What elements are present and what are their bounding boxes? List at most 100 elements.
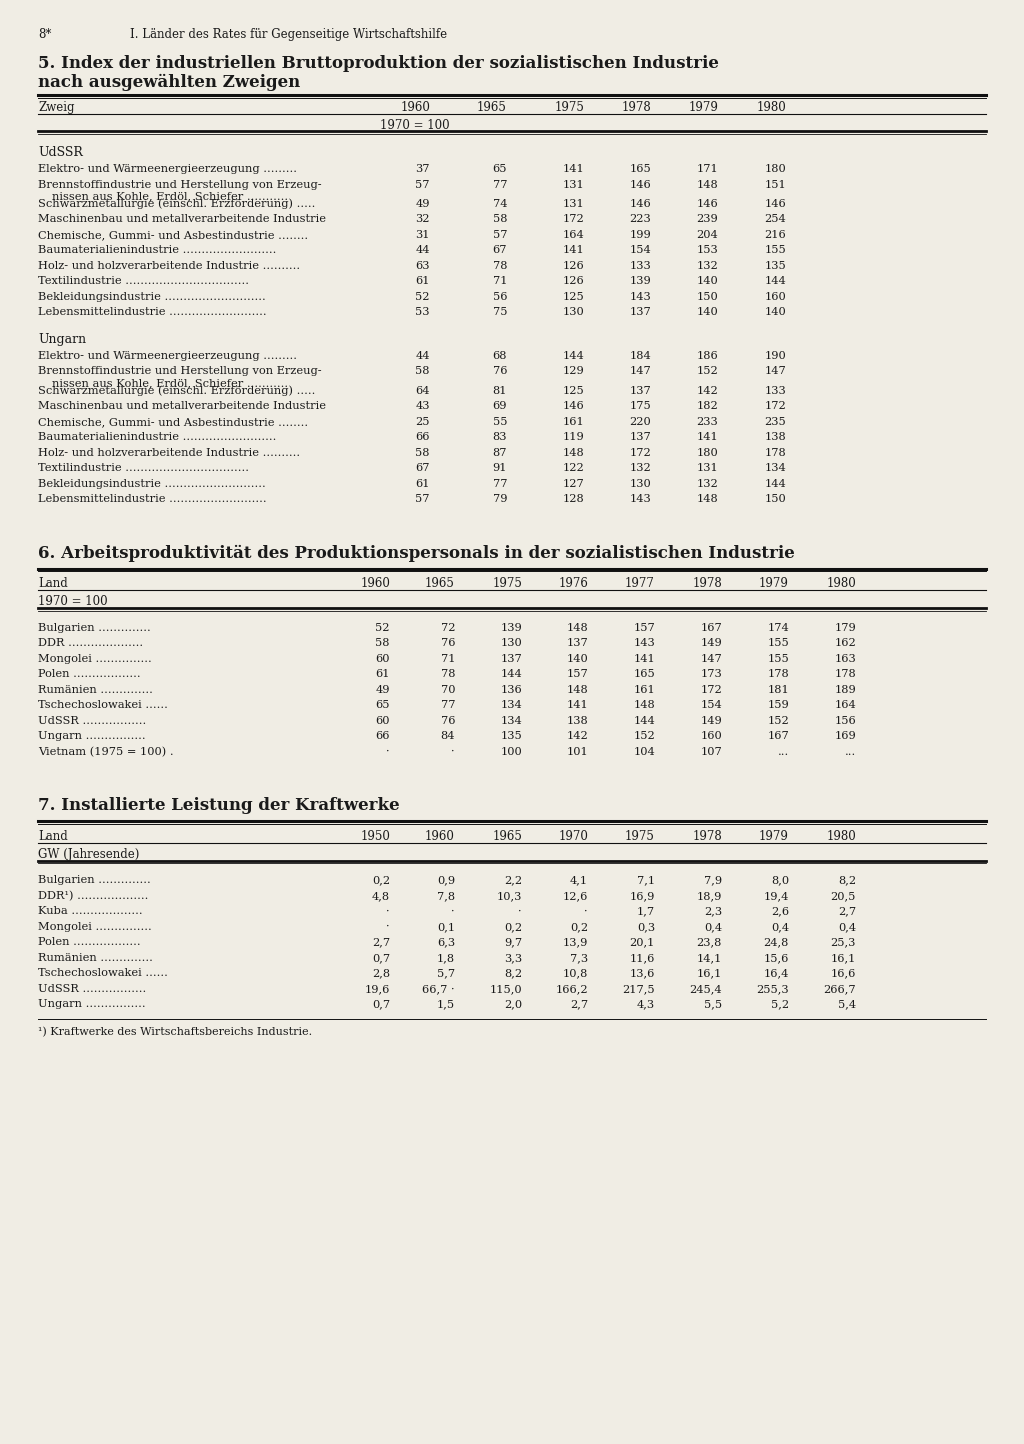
Text: 57: 57 [416,179,430,189]
Text: 79: 79 [493,494,507,504]
Text: 144: 144 [633,716,655,726]
Text: 137: 137 [501,654,522,664]
Text: 52: 52 [416,292,430,302]
Text: 133: 133 [764,386,786,396]
Text: 180: 180 [764,165,786,173]
Text: ·: · [386,921,390,931]
Text: 77: 77 [493,179,507,189]
Text: 8*: 8* [38,27,51,40]
Text: Baumaterialienindustrie .........................: Baumaterialienindustrie ................… [38,245,276,256]
Text: 25: 25 [416,417,430,427]
Text: 172: 172 [764,401,786,412]
Text: 65: 65 [376,700,390,710]
Text: 76: 76 [440,638,455,648]
Text: 58: 58 [416,367,430,377]
Text: 146: 146 [764,199,786,209]
Text: 175: 175 [630,401,651,412]
Text: 151: 151 [764,179,786,189]
Text: 57: 57 [493,230,507,240]
Text: 2,2: 2,2 [504,875,522,885]
Text: 220: 220 [630,417,651,427]
Text: 65: 65 [493,165,507,173]
Text: 74: 74 [493,199,507,209]
Text: 58: 58 [416,448,430,458]
Text: 9,7: 9,7 [504,937,522,947]
Text: 162: 162 [835,638,856,648]
Text: 18,9: 18,9 [696,891,722,901]
Text: 64: 64 [416,386,430,396]
Text: ·: · [45,595,49,608]
Text: 0,4: 0,4 [838,921,856,931]
Text: 126: 126 [562,261,584,271]
Text: 233: 233 [696,417,718,427]
Text: 1960: 1960 [360,578,390,591]
Text: 1970 = 100: 1970 = 100 [38,595,108,608]
Text: 0,1: 0,1 [437,921,455,931]
Text: 24,8: 24,8 [764,937,790,947]
Text: ·: · [585,907,588,917]
Text: 31: 31 [416,230,430,240]
Text: 136: 136 [501,684,522,695]
Text: 154: 154 [700,700,722,710]
Text: 146: 146 [630,199,651,209]
Text: ·: · [452,747,455,757]
Text: Polen ..................: Polen .................. [38,937,140,947]
Text: 164: 164 [835,700,856,710]
Text: 217,5: 217,5 [623,983,655,993]
Text: 172: 172 [562,214,584,224]
Text: 1960: 1960 [400,101,430,114]
Text: 115,0: 115,0 [489,983,522,993]
Text: Bulgarien ..............: Bulgarien .............. [38,875,151,885]
Text: 139: 139 [630,276,651,286]
Text: 4,3: 4,3 [637,999,655,1009]
Text: ·: · [452,907,455,917]
Text: 68: 68 [493,351,507,361]
Text: 3,3: 3,3 [504,953,522,963]
Text: 141: 141 [633,654,655,664]
Text: 58: 58 [376,638,390,648]
Text: 11,6: 11,6 [630,953,655,963]
Text: 101: 101 [566,747,588,757]
Text: Elektro- und Wärmeenergieerzeugung .........: Elektro- und Wärmeenergieerzeugung .....… [38,165,297,173]
Text: 7,9: 7,9 [703,875,722,885]
Text: 155: 155 [767,654,790,664]
Text: 235: 235 [764,417,786,427]
Text: 148: 148 [566,622,588,632]
Text: 266,7: 266,7 [823,983,856,993]
Text: 0,9: 0,9 [437,875,455,885]
Text: 137: 137 [630,386,651,396]
Text: 13,6: 13,6 [630,969,655,978]
Text: 204: 204 [696,230,718,240]
Text: 2,7: 2,7 [838,907,856,917]
Text: 131: 131 [562,199,584,209]
Text: 78: 78 [493,261,507,271]
Text: 167: 167 [767,731,790,741]
Text: 8,2: 8,2 [838,875,856,885]
Text: 148: 148 [696,179,718,189]
Text: 6. Arbeitsproduktivität des Produktionspersonals in der sozialistischen Industri: 6. Arbeitsproduktivität des Produktionsp… [38,544,795,562]
Text: Lebensmittelindustrie ..........................: Lebensmittelindustrie ..................… [38,494,266,504]
Text: 140: 140 [764,308,786,318]
Text: 119: 119 [562,432,584,442]
Text: Land: Land [38,578,68,591]
Text: 152: 152 [633,731,655,741]
Text: UdSSR: UdSSR [38,146,83,159]
Text: 174: 174 [767,622,790,632]
Text: 61: 61 [416,479,430,488]
Text: 143: 143 [630,292,651,302]
Text: nach ausgewählten Zweigen: nach ausgewählten Zweigen [38,74,300,91]
Text: 178: 178 [764,448,786,458]
Text: 186: 186 [696,351,718,361]
Text: 1979: 1979 [759,830,790,843]
Text: 178: 178 [835,669,856,679]
Text: 137: 137 [566,638,588,648]
Text: 1979: 1979 [688,101,718,114]
Text: 4,8: 4,8 [372,891,390,901]
Text: 169: 169 [835,731,856,741]
Text: 58: 58 [493,214,507,224]
Text: 134: 134 [501,716,522,726]
Text: 2,8: 2,8 [372,969,390,978]
Text: 44: 44 [416,245,430,256]
Text: 149: 149 [700,638,722,648]
Text: 32: 32 [416,214,430,224]
